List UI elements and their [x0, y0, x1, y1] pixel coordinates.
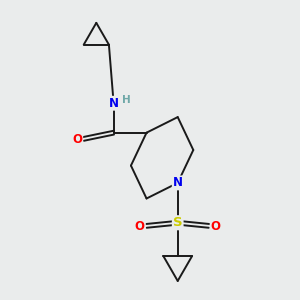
- Text: O: O: [72, 133, 82, 146]
- Text: O: O: [135, 220, 145, 233]
- Text: N: N: [173, 176, 183, 189]
- Text: H: H: [122, 95, 131, 105]
- Text: S: S: [173, 216, 182, 229]
- Text: O: O: [211, 220, 221, 233]
- Text: N: N: [109, 97, 118, 110]
